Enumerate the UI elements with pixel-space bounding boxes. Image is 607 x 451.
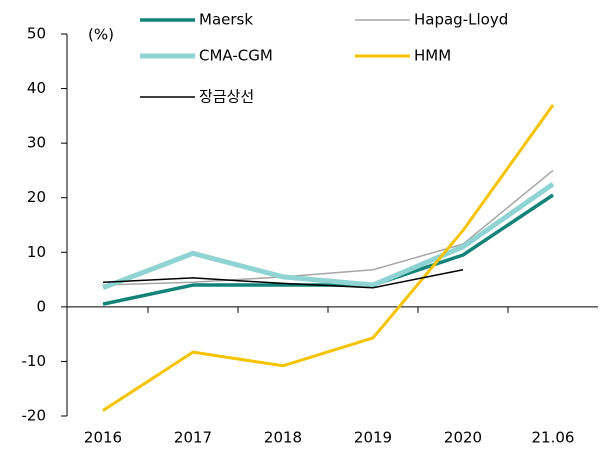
legend-label: HMM xyxy=(414,47,451,65)
unit-annotation: (%) xyxy=(88,26,114,44)
series-line xyxy=(102,182,555,291)
x-tick-label: 2019 xyxy=(354,429,392,447)
x-tick-label: 2018 xyxy=(264,429,302,447)
legend-label: 장금상선 xyxy=(199,88,254,106)
x-tick-label: 2020 xyxy=(444,429,482,447)
series-line xyxy=(102,104,555,412)
legend-label: Maersk xyxy=(199,11,253,29)
legend-label: CMA-CGM xyxy=(199,47,273,65)
y-tick-label: 30 xyxy=(27,134,46,152)
x-tick-label: 2016 xyxy=(84,429,122,447)
y-tick-label: 0 xyxy=(36,297,46,315)
legend-label: Hapag-Lloyd xyxy=(414,11,508,29)
y-tick-label: 20 xyxy=(27,188,46,206)
y-tick-label: -10 xyxy=(22,352,47,370)
x-tick-label: 21.06 xyxy=(532,429,575,447)
series-line xyxy=(102,193,554,306)
y-tick-label: -20 xyxy=(22,407,47,425)
series-line xyxy=(102,269,464,289)
series-line xyxy=(102,169,554,286)
y-tick-label: 50 xyxy=(27,25,46,43)
y-tick-label: 10 xyxy=(27,243,46,261)
x-tick-label: 2017 xyxy=(174,429,212,447)
y-tick-label: 40 xyxy=(27,79,46,97)
